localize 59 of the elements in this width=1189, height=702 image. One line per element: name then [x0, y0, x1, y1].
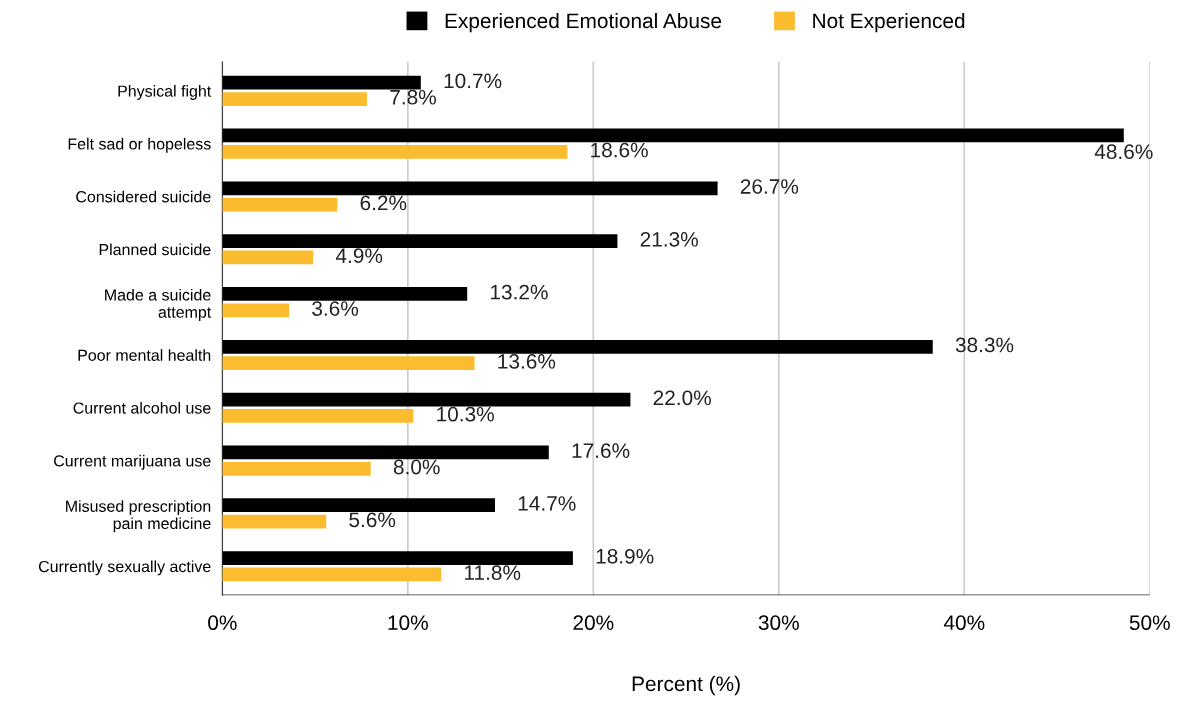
y-tick-label: Current marijuana use: [54, 454, 211, 470]
bar: [222, 461, 371, 476]
y-tick-label: Misused prescription pain medicine: [66, 500, 211, 533]
data-label: 8.0%: [393, 459, 440, 475]
x-tick-label: 0%: [208, 615, 237, 631]
y-tick-label: Considered suicide: [76, 190, 211, 203]
data-label: 26.7%: [740, 179, 799, 194]
legend-label: Experienced Emotional Abuse: [445, 12, 722, 33]
y-tick-label: Current alcohol use: [73, 401, 211, 414]
bar: [222, 356, 475, 370]
bar: [222, 445, 549, 460]
data-label: 6.2%: [360, 195, 407, 211]
bar: [222, 287, 468, 301]
y-tick-label: Felt sad or hopeless: [68, 137, 211, 153]
data-label: 13.2%: [490, 284, 548, 300]
y-tick-label: Poor mental health: [78, 349, 211, 361]
legend-label: Not Experienced: [813, 12, 965, 33]
data-label: 38.3%: [955, 337, 1014, 353]
bar: [222, 303, 290, 318]
bar: [222, 339, 933, 354]
data-label: 18.9%: [596, 548, 654, 564]
y-tick-label: Physical fight: [118, 85, 212, 100]
data-label: 11.8%: [465, 565, 521, 581]
y-tick-label: Made a suicide attempt: [105, 288, 212, 321]
data-label: 14.7%: [518, 496, 576, 511]
x-tick-label: 30%: [758, 615, 799, 631]
data-label: 22.0%: [653, 390, 711, 406]
data-label: 21.3%: [640, 231, 698, 247]
x-tick-label: 10%: [388, 615, 428, 631]
data-label: 4.9%: [335, 248, 383, 264]
data-label: 10.7%: [444, 73, 502, 89]
y-tick-label: Planned suicide: [99, 243, 211, 256]
data-label: 5.6%: [349, 512, 396, 528]
bar: [222, 234, 618, 248]
x-tick-label: 20%: [573, 615, 614, 631]
y-tick-label: Currently sexually active: [38, 560, 211, 576]
data-label: 17.6%: [572, 443, 630, 458]
data-label: 3.6%: [312, 301, 359, 316]
bar: [222, 128, 1124, 143]
bar: [222, 392, 631, 407]
data-label: 18.6%: [591, 142, 648, 158]
data-label: 13.6%: [498, 353, 556, 369]
bar: [222, 144, 568, 159]
x-tick-label: 40%: [943, 615, 985, 631]
data-label: 48.6%: [1094, 144, 1153, 160]
bar: [222, 181, 718, 196]
bar: [222, 551, 573, 565]
bar: [222, 567, 442, 582]
bar: [222, 514, 327, 529]
bar: [222, 498, 495, 513]
bar: [222, 92, 368, 106]
x-tick-label: 50%: [1129, 615, 1170, 631]
bar: [222, 250, 314, 265]
bar: [222, 197, 338, 212]
data-label: 10.3%: [437, 406, 494, 422]
data-label: 7.8%: [390, 89, 436, 105]
x-axis-title: Percent (%): [632, 675, 740, 696]
bar: [222, 75, 421, 90]
bar: [222, 409, 414, 423]
